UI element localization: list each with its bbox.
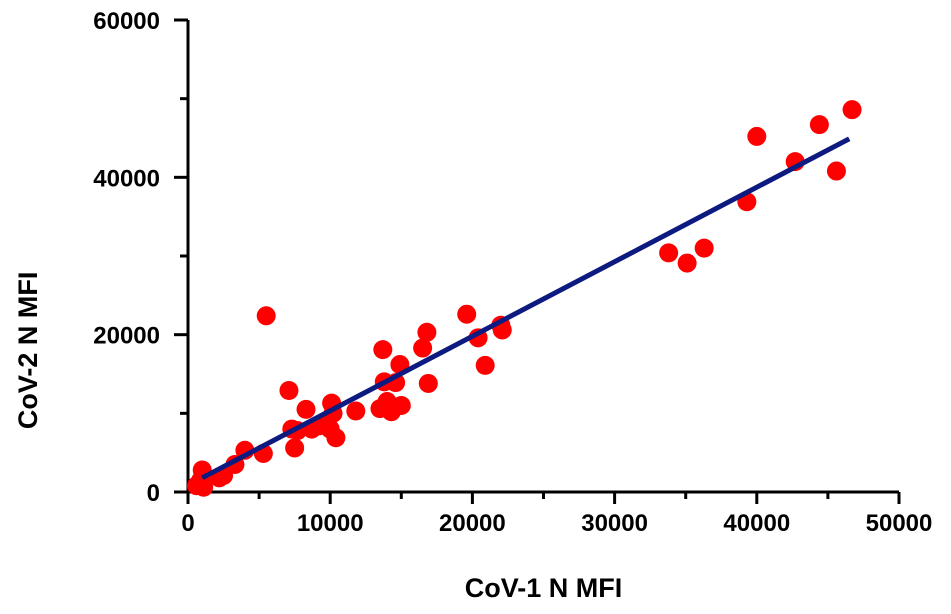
x-tick-label: 10000 bbox=[297, 510, 364, 537]
data-points bbox=[187, 100, 862, 497]
data-point bbox=[326, 428, 346, 448]
tick-labels: 0 10000 20000 30000 40000 50000 0 20000 40000 600… bbox=[93, 8, 932, 537]
data-point bbox=[826, 161, 846, 181]
data-point bbox=[457, 304, 477, 324]
data-point bbox=[391, 395, 411, 415]
x-tick-label: 0 bbox=[181, 510, 194, 537]
data-point bbox=[285, 438, 305, 458]
ticks bbox=[174, 18, 901, 504]
fit-line bbox=[201, 136, 851, 481]
data-point bbox=[256, 306, 276, 326]
y-tick-label: 60000 bbox=[93, 8, 160, 35]
y-tick-label: 0 bbox=[147, 480, 160, 507]
data-point bbox=[418, 373, 438, 393]
data-point bbox=[809, 115, 829, 135]
y-tick-label: 20000 bbox=[93, 323, 160, 350]
data-point bbox=[413, 338, 433, 358]
data-point bbox=[842, 100, 862, 120]
data-point bbox=[346, 401, 366, 421]
y-axis-title: CoV-2 N MFI bbox=[13, 272, 43, 430]
data-point bbox=[373, 340, 393, 360]
data-point bbox=[279, 381, 299, 401]
data-point bbox=[475, 355, 495, 375]
data-point bbox=[659, 243, 679, 263]
data-point bbox=[417, 322, 437, 342]
y-tick-label: 40000 bbox=[93, 165, 160, 192]
x-tick-label: 20000 bbox=[439, 510, 506, 537]
x-tick-label: 40000 bbox=[723, 510, 790, 537]
x-tick-label: 30000 bbox=[581, 510, 648, 537]
x-tick-label: 50000 bbox=[866, 510, 933, 537]
data-point bbox=[194, 477, 214, 497]
x-axis-title: CoV-1 N MFI bbox=[465, 573, 623, 603]
data-point bbox=[677, 253, 697, 273]
data-point bbox=[296, 399, 316, 419]
data-point bbox=[747, 126, 767, 146]
data-point bbox=[694, 238, 714, 258]
